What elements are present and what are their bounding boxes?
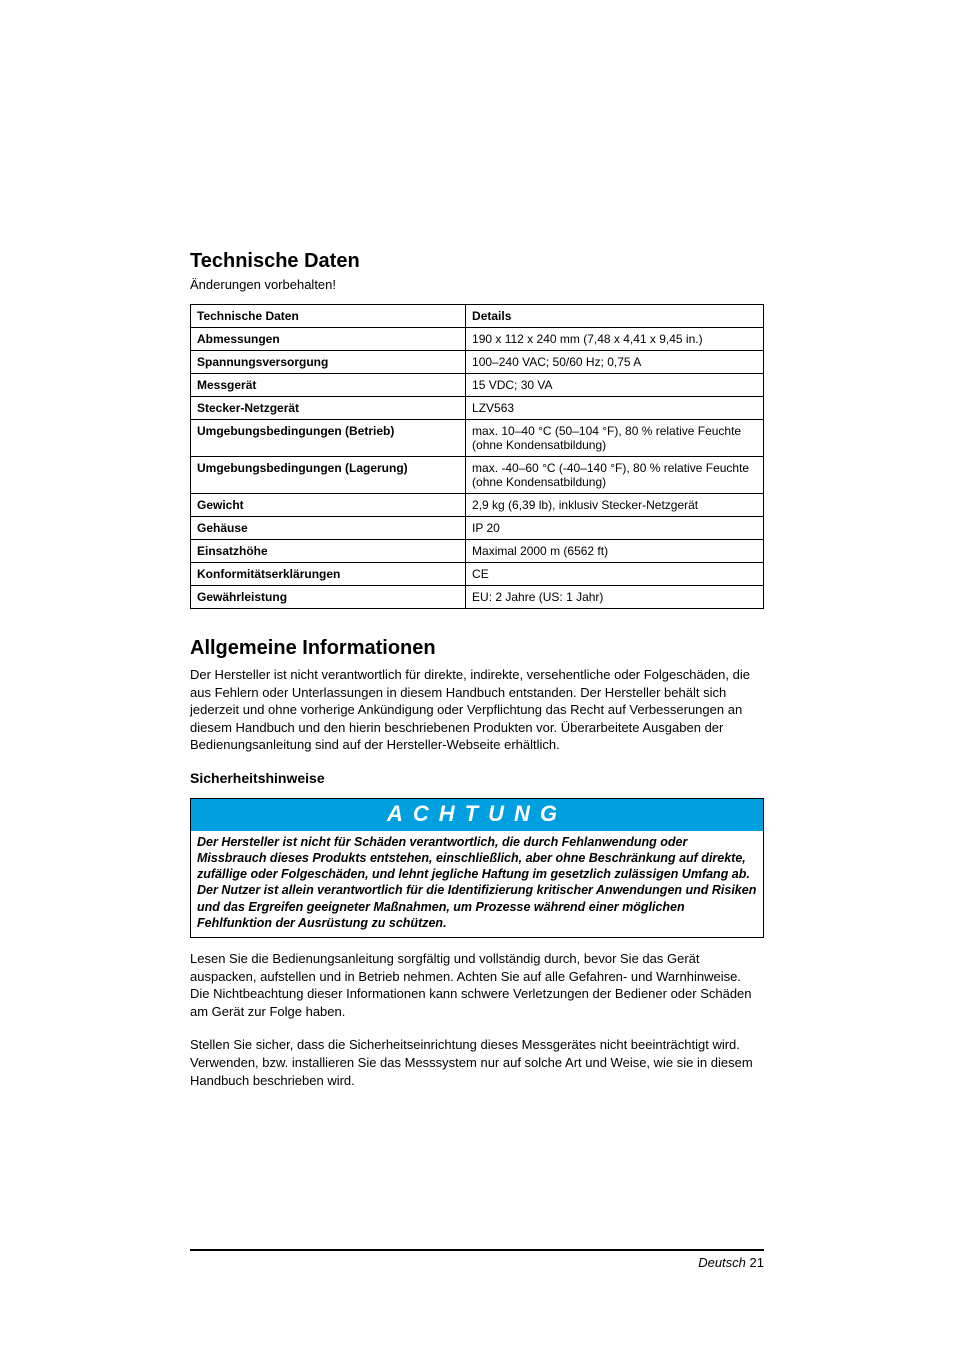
table-cell-value: 2,9 kg (6,39 lb), inklusiv Stecker-Netzg… [466,494,764,517]
notice-header: ACHTUNG [191,799,763,831]
spec-table: Technische Daten Details Abmessungen190 … [190,304,764,609]
paragraph-after-notice-2: Stellen Sie sicher, dass die Sicherheits… [190,1036,764,1089]
page-footer: Deutsch 21 [190,1255,764,1270]
table-row: Spannungsversorgung100–240 VAC; 50/60 Hz… [191,351,764,374]
table-cell-label: Gewährleistung [191,586,466,609]
table-row: Stecker-NetzgerätLZV563 [191,397,764,420]
table-cell-value: IP 20 [466,517,764,540]
heading-tech-data: Technische Daten [190,250,764,273]
table-row: Umgebungsbedingungen (Betrieb)max. 10–40… [191,420,764,457]
table-cell-value: Maximal 2000 m (6562 ft) [466,540,764,563]
table-cell-label: Stecker-Netzgerät [191,397,466,420]
table-cell-label: Messgerät [191,374,466,397]
footer-page-num: 21 [750,1255,764,1270]
page-container: Technische Daten Änderungen vorbehalten!… [0,0,954,1350]
table-cell-value: LZV563 [466,397,764,420]
table-cell-value: max. -40–60 °C (-40–140 °F), 80 % relati… [466,457,764,494]
notice-body: Der Hersteller ist nicht für Schäden ver… [191,831,763,938]
table-cell-value: 15 VDC; 30 VA [466,374,764,397]
table-row: Gewicht2,9 kg (6,39 lb), inklusiv Stecke… [191,494,764,517]
table-cell-label: Einsatzhöhe [191,540,466,563]
table-cell-value: CE [466,563,764,586]
table-cell-value: EU: 2 Jahre (US: 1 Jahr) [466,586,764,609]
table-header-row: Technische Daten Details [191,305,764,328]
table-header-right: Details [466,305,764,328]
table-cell-label: Gewicht [191,494,466,517]
footer-language: Deutsch [698,1255,746,1270]
table-cell-label: Abmessungen [191,328,466,351]
heading-general-info: Allgemeine Informationen [190,637,764,660]
table-row: GehäuseIP 20 [191,517,764,540]
table-cell-value: max. 10–40 °C (50–104 °F), 80 % relative… [466,420,764,457]
notice-box: ACHTUNG Der Hersteller ist nicht für Sch… [190,798,764,939]
footer-rule [190,1249,764,1251]
table-row: Abmessungen190 x 112 x 240 mm (7,48 x 4,… [191,328,764,351]
table-row: Messgerät15 VDC; 30 VA [191,374,764,397]
table-cell-value: 100–240 VAC; 50/60 Hz; 0,75 A [466,351,764,374]
table-cell-label: Umgebungsbedingungen (Betrieb) [191,420,466,457]
table-cell-value: 190 x 112 x 240 mm (7,48 x 4,41 x 9,45 i… [466,328,764,351]
table-row: KonformitätserklärungenCE [191,563,764,586]
table-row: GewährleistungEU: 2 Jahre (US: 1 Jahr) [191,586,764,609]
table-row: Umgebungsbedingungen (Lagerung)max. -40–… [191,457,764,494]
table-cell-label: Konformitätserklärungen [191,563,466,586]
paragraph-general-info: Der Hersteller ist nicht verantwortlich … [190,666,764,754]
paragraph-after-notice-1: Lesen Sie die Bedienungsanleitung sorgfä… [190,950,764,1020]
table-cell-label: Umgebungsbedingungen (Lagerung) [191,457,466,494]
table-header-left: Technische Daten [191,305,466,328]
table-cell-label: Gehäuse [191,517,466,540]
table-cell-label: Spannungsversorgung [191,351,466,374]
heading-safety: Sicherheitshinweise [190,770,764,786]
subtext-changes: Änderungen vorbehalten! [190,277,764,292]
table-row: EinsatzhöheMaximal 2000 m (6562 ft) [191,540,764,563]
